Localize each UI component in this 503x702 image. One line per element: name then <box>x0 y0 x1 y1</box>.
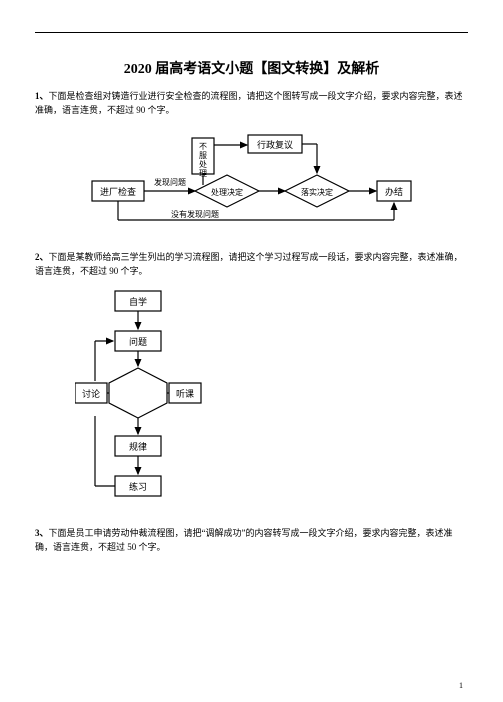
svg-text:处: 处 <box>199 159 207 169</box>
diagram-2: 自学 问题 讨论 听课 规律 练习 <box>75 286 468 511</box>
d1-implement: 落实决定 <box>301 187 333 197</box>
d1-notfound: 没有发现问题 <box>171 209 219 219</box>
q2-text: 下面是某教师给高三学生列出的学习流程图，请把这个学习过程写成一段话，要求内容完整… <box>35 252 463 276</box>
question-1: 1、下面是检查组对铸造行业进行安全检查的流程图，请把这个图转写成一段文字介绍，要… <box>35 90 468 117</box>
d2-lecture: 听课 <box>176 389 194 399</box>
d2-discuss: 讨论 <box>82 388 100 399</box>
d1-decide: 处理决定 <box>211 187 243 197</box>
q3-text: 下面是员工申请劳动仲裁流程图，请把“调解成功”的内容转写成一段文字介绍，要求内容… <box>35 528 453 552</box>
d2-self: 自学 <box>129 296 147 307</box>
question-3: 3、下面是员工申请劳动仲裁流程图，请把“调解成功”的内容转写成一段文字介绍，要求… <box>35 527 468 554</box>
q3-number: 3、 <box>35 528 49 538</box>
q1-text: 下面是检查组对铸造行业进行安全检查的流程图，请把这个图转写成一段文字介绍，要求内… <box>35 91 463 115</box>
d2-question: 问题 <box>129 336 147 347</box>
question-2: 2、下面是某教师给高三学生列出的学习流程图，请把这个学习过程写成一段话，要求内容… <box>35 251 468 278</box>
diagram-1: 进厂检查 发现问题 处理决定 落实决定 办结 不 服 处 理 行政复议 <box>35 125 468 235</box>
d2-rule: 规律 <box>129 441 147 452</box>
q2-number: 2、 <box>35 252 49 262</box>
svg-text:服: 服 <box>199 151 207 160</box>
d1-review: 行政复议 <box>256 139 292 150</box>
d1-found: 发现问题 <box>154 177 186 187</box>
d1-close: 办结 <box>384 186 402 197</box>
q1-number: 1、 <box>35 91 49 101</box>
page-number: 1 <box>459 681 463 690</box>
svg-text:不: 不 <box>199 142 207 151</box>
top-rule <box>35 32 468 33</box>
d1-enter: 进厂检查 <box>99 186 135 197</box>
d2-practice: 练习 <box>129 481 147 492</box>
page-title: 2020 届高考语文小题【图文转换】及解析 <box>35 58 468 78</box>
